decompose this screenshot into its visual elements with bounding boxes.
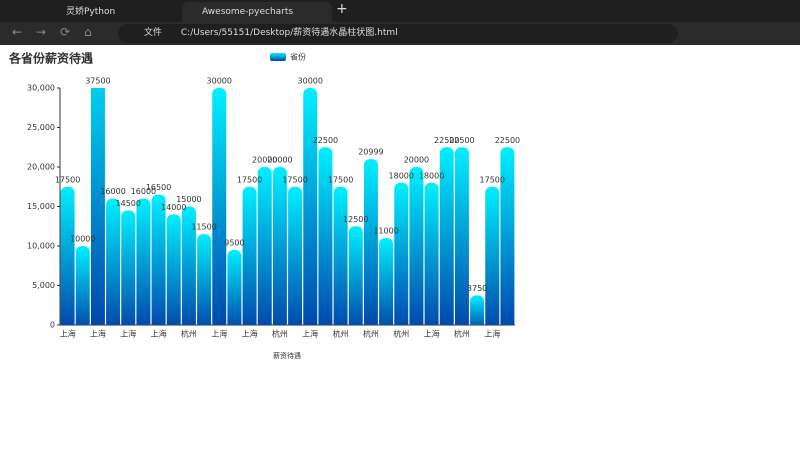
x-tick-label: 上海	[120, 329, 136, 339]
y-tick-label: 30,000	[27, 84, 55, 93]
tab-active[interactable]: Awesome-pyecharts	[182, 2, 332, 22]
bars	[60, 88, 515, 325]
value-label: 20000	[267, 156, 292, 165]
bar	[485, 186, 500, 325]
x-tick-label: 上海	[242, 329, 258, 339]
x-tick-label: 上海	[60, 329, 76, 339]
value-label: 22500	[434, 136, 459, 145]
bar	[348, 226, 363, 325]
value-label: 9500	[224, 238, 244, 247]
chart-title: 各省份薪资待遇	[8, 51, 93, 66]
value-label: 30000	[207, 77, 232, 86]
bar	[227, 249, 242, 325]
value-label: 15000	[176, 195, 201, 204]
value-label: 14500	[116, 199, 141, 208]
new-tab[interactable]: +	[336, 1, 348, 17]
value-label: 22500	[313, 136, 338, 145]
value-label: 17500	[480, 175, 505, 184]
bar	[303, 88, 318, 325]
y-tick-label: 25,000	[27, 123, 55, 132]
x-tick-label: 杭州	[454, 329, 470, 339]
bar	[212, 88, 227, 325]
bar	[272, 167, 287, 325]
x-tick-label: 杭州	[393, 329, 409, 339]
bar	[75, 246, 90, 325]
x-tick-label: 杭州	[272, 329, 288, 339]
x-tick-label: 杭州	[333, 329, 349, 339]
tab-bar: 灵娇Python Awesome-pyecharts +	[0, 0, 800, 22]
y-tick-label: 10,000	[27, 242, 55, 251]
value-label: 14000	[161, 203, 186, 212]
value-label: 17500	[237, 175, 262, 184]
bar	[60, 186, 75, 325]
bar	[500, 147, 515, 325]
bar	[257, 167, 272, 325]
bar	[136, 198, 151, 325]
value-label: 11500	[191, 223, 216, 232]
y-tick-label: 0	[50, 321, 55, 330]
value-label: 17500	[328, 175, 353, 184]
value-label: 20000	[404, 156, 429, 165]
x-tick-label: 杭州	[363, 329, 379, 339]
value-label: 12500	[343, 215, 368, 224]
value-label: 20999	[358, 148, 383, 157]
y-tick-label: 20,000	[27, 163, 55, 172]
bar	[470, 295, 485, 325]
bar	[439, 147, 454, 325]
value-label: 11000	[373, 227, 398, 236]
value-label: 22500	[495, 136, 520, 145]
value-label: 20000	[252, 156, 277, 165]
bar	[363, 159, 378, 325]
legend-swatch	[270, 53, 286, 61]
address-bar[interactable]: 文件 C:/Users/55151/Desktop/薪资待遇水晶柱状图.html	[118, 24, 678, 43]
nav-buttons[interactable]: ←→⟳⌂	[12, 25, 106, 39]
value-label: 18000	[389, 171, 414, 180]
x-axis-label: 薪资待遇	[273, 351, 301, 360]
bar	[197, 234, 212, 325]
x-tick-label: 上海	[151, 329, 167, 339]
value-label: 16500	[146, 183, 171, 192]
x-tick-label: 上海	[424, 329, 440, 339]
bar	[106, 198, 121, 325]
legend-label: 省份	[290, 52, 306, 62]
value-label: 10000	[70, 235, 95, 244]
value-label: 3750	[467, 284, 487, 293]
bar	[333, 186, 348, 325]
value-label: 16000	[131, 187, 156, 196]
bar	[151, 194, 166, 325]
value-label: 37500	[85, 77, 110, 86]
bar	[166, 214, 181, 325]
x-tick-label: 上海	[211, 329, 227, 339]
y-tick-label: 5,000	[32, 281, 55, 290]
value-label: 17500	[282, 175, 307, 184]
bar	[424, 182, 439, 325]
value-label: 18000	[419, 171, 444, 180]
bar	[318, 147, 333, 325]
x-tick-label: 上海	[484, 329, 500, 339]
url: C:/Users/55151/Desktop/薪资待遇水晶柱状图.html	[180, 28, 398, 38]
bar	[90, 88, 105, 325]
x-tick-label: 杭州	[181, 329, 197, 339]
x-tick-label: 上海	[90, 329, 106, 339]
address-label: 文件	[144, 28, 163, 38]
value-label: 30000	[298, 77, 323, 86]
bar	[288, 186, 303, 325]
bar	[121, 210, 136, 325]
bar	[242, 186, 257, 325]
bar	[394, 182, 409, 325]
value-label: 16000	[100, 187, 125, 196]
toolbar: ←→⟳⌂ 文件 C:/Users/55151/Desktop/薪资待遇水晶柱状图…	[0, 22, 800, 45]
bar	[181, 206, 196, 325]
bar	[409, 167, 424, 325]
value-label: 22500	[449, 136, 474, 145]
value-label: 17500	[55, 175, 80, 184]
bar	[454, 147, 469, 325]
y-tick-label: 15,000	[27, 202, 55, 211]
tab[interactable]: 灵娇Python	[66, 7, 116, 17]
x-tick-label: 上海	[302, 329, 318, 339]
chart: 各省份薪资待遇 省份 薪资待遇 0 5,000 10,000 15,000 20,000…	[8, 51, 520, 361]
bar	[379, 238, 394, 325]
